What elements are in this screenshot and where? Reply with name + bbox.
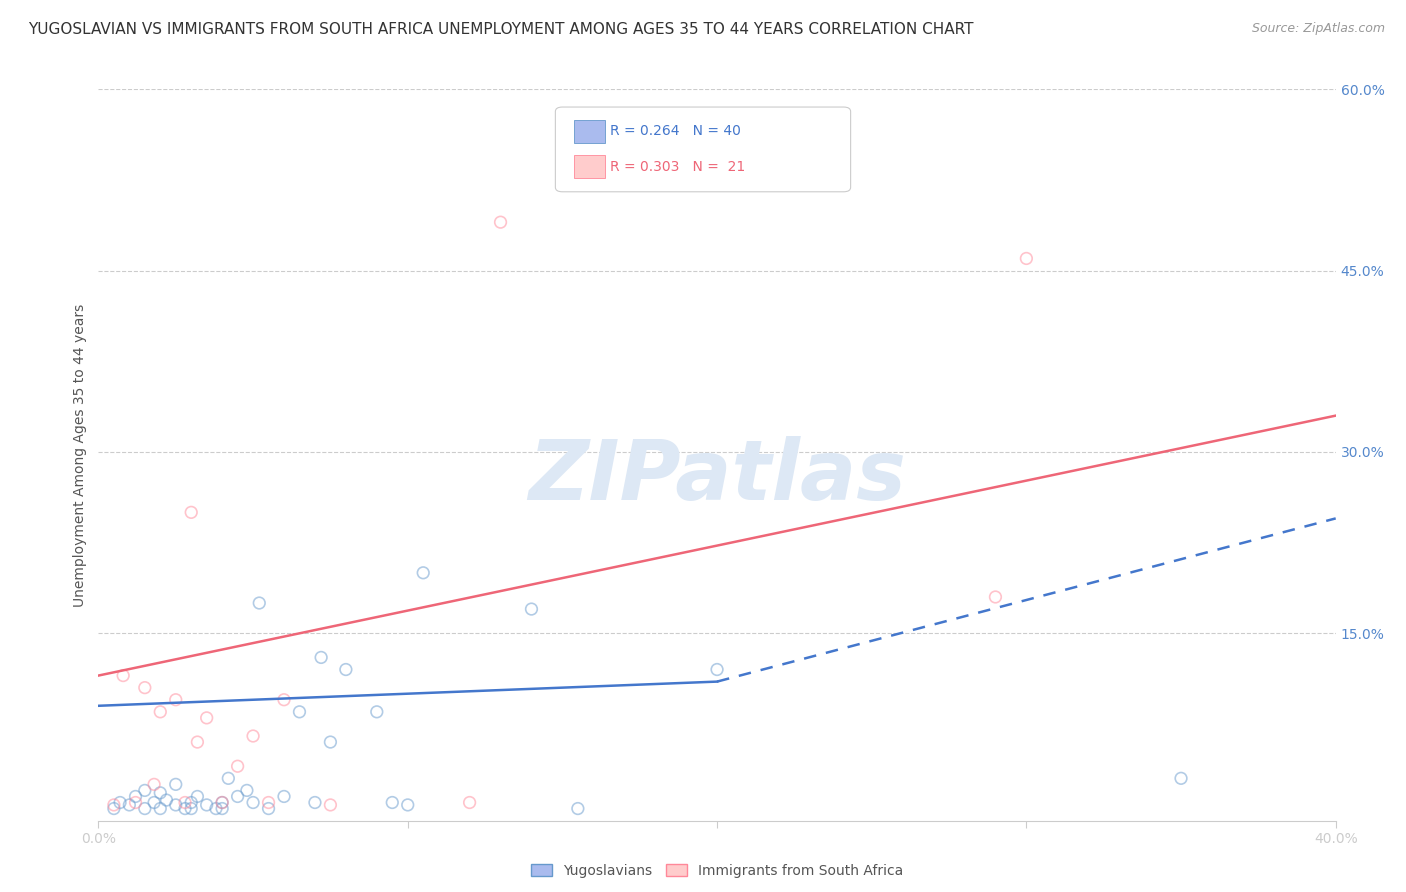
Y-axis label: Unemployment Among Ages 35 to 44 years: Unemployment Among Ages 35 to 44 years [73,303,87,607]
Point [396,797,419,812]
Point [226,789,249,804]
Text: YUGOSLAVIAN VS IMMIGRANTS FROM SOUTH AFRICA UNEMPLOYMENT AMONG AGES 35 TO 44 YEA: YUGOSLAVIAN VS IMMIGRANTS FROM SOUTH AFR… [28,22,973,37]
Point [984,590,1007,604]
Point [226,759,249,773]
Point [112,668,135,682]
Point [174,801,197,815]
Point [257,796,280,810]
Text: ZIPatlas: ZIPatlas [529,436,905,517]
Point [217,772,239,786]
Point [257,801,280,815]
Point [1170,772,1192,786]
Point [335,663,357,677]
Point [180,796,202,810]
Point [134,783,156,797]
Point [149,786,172,800]
Point [489,215,512,229]
Point [180,505,202,519]
Point [319,735,342,749]
Point [165,692,187,706]
Point [103,801,125,815]
Point [520,602,543,616]
Point [149,801,172,815]
Point [236,783,259,797]
Point [195,797,218,812]
Point [247,596,270,610]
Point [309,650,332,665]
Point [273,789,295,804]
Point [103,797,125,812]
Point [165,797,187,812]
Legend: Yugoslavians, Immigrants from South Africa: Yugoslavians, Immigrants from South Afri… [526,858,908,883]
Text: R = 0.303   N =  21: R = 0.303 N = 21 [610,160,745,174]
Point [273,692,295,706]
Point [143,796,166,810]
Point [211,796,233,810]
Point [134,801,156,815]
Point [124,796,146,810]
Point [706,663,728,677]
Text: Source: ZipAtlas.com: Source: ZipAtlas.com [1251,22,1385,36]
Point [118,797,141,812]
Point [186,789,208,804]
Point [186,735,208,749]
Point [304,796,326,810]
Point [458,796,481,810]
Point [165,777,187,791]
Point [108,796,131,810]
Point [381,796,404,810]
Point [319,797,342,812]
Point [174,796,197,810]
Point [242,796,264,810]
Point [242,729,264,743]
Point [1015,252,1038,266]
Point [155,793,177,807]
Point [143,777,166,791]
Point [124,789,146,804]
Text: R = 0.264   N = 40: R = 0.264 N = 40 [610,124,741,138]
Point [288,705,311,719]
Point [205,801,228,815]
Point [567,801,589,815]
Point [366,705,388,719]
Point [180,801,202,815]
Point [149,705,172,719]
Point [412,566,434,580]
Point [211,796,233,810]
Point [195,711,218,725]
Point [211,801,233,815]
Point [134,681,156,695]
